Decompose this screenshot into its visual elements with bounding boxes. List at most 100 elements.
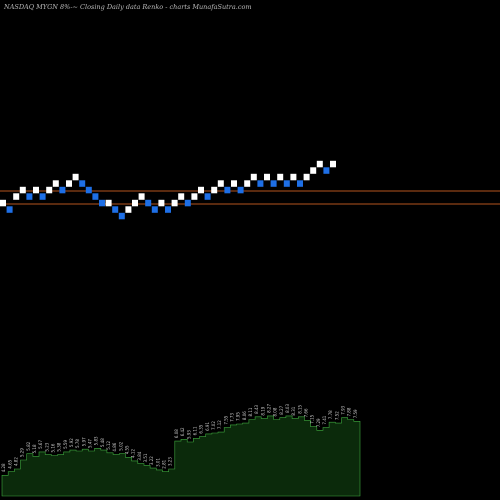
volume-data-label: 4.82 [13,457,18,466]
volume-data-label: 2.81 [162,459,167,468]
renko-brick-up [198,186,204,194]
renko-brick-up [52,180,59,187]
volume-data-label: 5.59 [63,440,68,449]
volume-data-label: 7.02 [211,421,216,430]
volume-data-label: 5.83 [94,436,99,445]
renko-brick-up [171,199,178,207]
volume-data-label: 5.78 [75,439,80,448]
volume-data-label: 7.55 [223,415,228,424]
renko-brick-up [217,180,224,187]
renko-brick-up [46,186,53,194]
chart-title: NASDAQ MYGN 8%-~ Closing Daily data Renk… [4,3,252,11]
volume-data-label: 7.88 [347,407,352,416]
volume-data-label: 5.23 [44,442,49,451]
renko-brick-down [26,193,33,200]
renko-brick-down [112,206,119,213]
volume-data-label: 4.55 [125,445,130,454]
renko-brick-down [204,193,211,200]
volume-data-label: 4.12 [131,449,136,458]
renko-bricks [0,160,336,220]
renko-brick-down [99,199,105,207]
renko-brick-up [158,199,165,207]
renko-brick-down [224,186,231,194]
volume-data-label: 8.19 [260,406,265,415]
renko-brick-down [165,206,171,213]
volume-data-label: 5.12 [106,440,111,449]
renko-brick-up [310,167,317,174]
renko-brick-up [72,173,79,181]
volume-data-label: 5.97 [81,437,86,446]
renko-brick-down [85,186,92,194]
volume-data-label: 3.22 [149,456,154,465]
renko-brick-up [231,180,237,187]
volume-data-label: 5.38 [57,442,62,451]
volume-data-label: 5.93 [186,430,191,439]
volume-data-label: 3.01 [155,458,160,467]
renko-brick-down [184,199,191,207]
volume-data-label: 7.29 [316,418,321,427]
volume-data-label: 7.93 [341,405,346,414]
renko-brick-down [297,180,303,187]
volume-data-label: 8.43 [254,404,259,413]
volume-data-label: 7.73 [230,413,235,422]
volume-data-label: 7.12 [217,420,222,429]
renko-brick-up [138,193,145,200]
renko-brick-down [257,180,264,187]
volume-data-label: 5.48 [100,438,105,447]
volume-data-label: 5.29 [20,448,25,457]
volume-data-label: 6.42 [180,427,185,436]
renko-brick-down [145,199,152,207]
renko-brick-down [59,186,66,194]
renko-brick-down [39,193,46,200]
volume-data-label: 8.15 [297,404,302,413]
renko-brick-up [191,193,198,200]
renko-brick-down [79,180,86,187]
volume-data-label: 7.52 [334,411,339,420]
volume-data-label: 3.23 [168,457,173,466]
volume-data-label: 4.65 [7,459,12,468]
renko-brick-up [211,186,218,194]
renko-brick-up [13,193,20,200]
volume-area: 4.28 4.65 4.825.295.82 5.185.67 5.23 5.16 5.38… [1,404,361,497]
volume-data-label: 7.15 [310,414,315,423]
volume-data-label: 5.47 [88,439,93,448]
renko-brick-up [277,173,284,181]
volume-data-label: 8.03 [285,404,290,413]
volume-data-label: 6.35 [199,424,204,433]
renko-brick-up [250,173,257,181]
volume-data-label: 8.06 [242,411,247,420]
volume-data-label: 7.78 [328,410,333,419]
renko-brick-up [290,173,297,181]
volume-data-label: 7.66 [304,408,309,417]
renko-brick-down [6,206,13,213]
volume-data-label: 6.91 [205,422,210,431]
volume-data-label: 5.02 [118,441,123,450]
renko-brick-down [283,180,290,187]
volume-data-label: 8.31 [291,406,296,415]
volume-data-label: 5.92 [69,438,74,447]
volume-data-label: 8.08 [273,407,278,416]
volume-data-label: 7.59 [353,409,358,418]
renko-brick-up [105,199,112,207]
renko-brick-down [237,186,244,194]
volume-data-label: 6.11 [192,426,197,435]
volume-data-label: 3.51 [143,453,148,462]
renko-brick-up [316,160,323,168]
renko-brick-up [244,180,251,187]
renko-brick-up [303,173,310,181]
volume-data-label: 3.84 [137,451,142,460]
volume-data-label: 5.18 [32,444,37,453]
renko-brick-up [0,199,6,207]
renko-brick-up [330,160,336,168]
volume-data-label: 5.67 [38,440,43,449]
renko-brick-up [33,186,39,194]
renko-brick-up [125,206,132,213]
renko-brick-up [19,186,26,194]
renko-brick-up [264,173,270,181]
volume-area-path [1,415,361,497]
volume-data-label: 4.86 [112,442,117,451]
volume-data-label: 5.16 [51,443,56,452]
volume-data-label: 6.08 [174,429,179,438]
volume-data-label: 8.27 [267,404,272,413]
